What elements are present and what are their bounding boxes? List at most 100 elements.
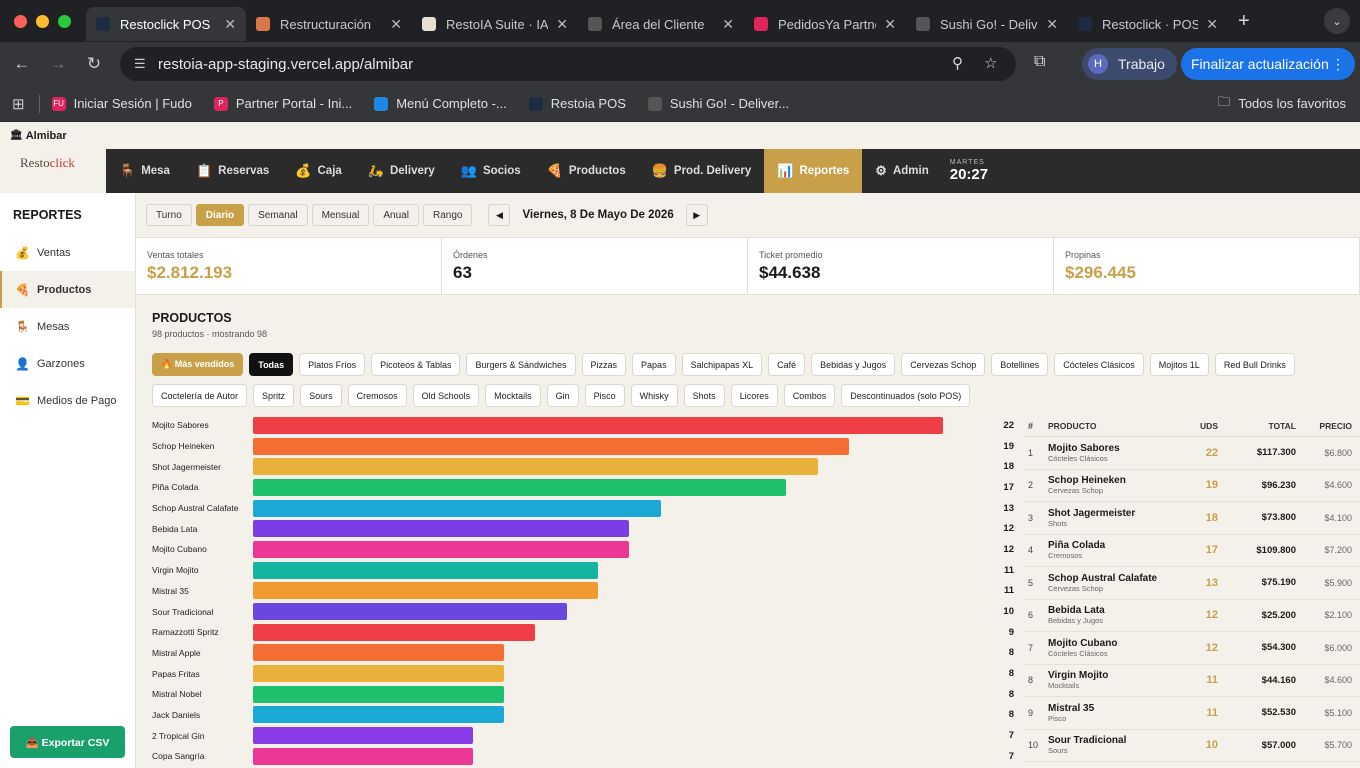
bookmark-item[interactable]: Menú Completo -... — [374, 96, 507, 111]
filter-chip[interactable]: Papas — [632, 353, 676, 376]
zoom-icon[interactable]: ⚲ — [952, 55, 963, 72]
reload-icon[interactable]: ↻ — [86, 54, 102, 73]
filter-chip[interactable]: Salchipapas XL — [681, 353, 763, 376]
forward-icon[interactable]: → — [49, 54, 67, 73]
nav-item-mesa[interactable]: 🪑 Mesa — [106, 149, 183, 193]
filter-chip[interactable]: Cervezas Schop — [901, 353, 986, 376]
sidebar-item-mesas[interactable]: 🪑 Mesas — [0, 308, 135, 345]
filter-chip[interactable]: Botellines — [991, 353, 1049, 376]
nav-item-reservas[interactable]: 📋 Reservas — [183, 149, 282, 193]
filter-chip[interactable]: Descontinuados (solo POS) — [841, 384, 971, 407]
back-icon[interactable]: ← — [13, 54, 31, 73]
filter-chip[interactable]: Mojitos 1L — [1149, 353, 1209, 376]
browser-tab[interactable]: Restoclick POS ✕ — [86, 7, 246, 41]
filter-chip[interactable]: Bebidas y Jugos — [811, 353, 896, 376]
bar[interactable] — [253, 499, 661, 517]
browser-tab[interactable]: Sushi Go! - Deliv ✕ — [906, 7, 1068, 41]
bar[interactable] — [253, 520, 630, 538]
bar[interactable] — [253, 685, 504, 703]
browser-tab[interactable]: RestoIA Suite · IA ✕ — [412, 7, 578, 41]
filter-chip[interactable]: Licores — [730, 384, 778, 407]
maximize-window-button[interactable] — [58, 14, 71, 28]
table-row[interactable]: 4 Piña Colada Cremosos 17 $109.800 $7.200 — [1024, 535, 1360, 567]
browser-tab[interactable]: Área del Cliente ✕ — [578, 7, 744, 41]
filter-chip[interactable]: Shots — [683, 384, 725, 407]
all-bookmarks[interactable]: 🗀 Todos los favoritos — [1217, 93, 1346, 115]
profile-button[interactable]: H Trabajo — [1082, 48, 1177, 80]
new-tab-button[interactable]: + — [1238, 9, 1250, 32]
filter-chip[interactable]: Gin — [546, 384, 579, 407]
export-csv-button[interactable]: 📤 Exportar CSV — [10, 726, 125, 758]
extensions-icon[interactable]: ⧉ — [1034, 53, 1046, 70]
bookmark-item[interactable]: Restoia POS — [528, 96, 626, 111]
filter-chip[interactable]: Cremosos — [347, 384, 407, 407]
nav-item-caja[interactable]: 💰 Caja — [282, 149, 354, 193]
period-button-diario[interactable]: Diario — [195, 204, 245, 226]
filter-chip[interactable]: Red Bull Drinks — [1214, 353, 1295, 376]
table-row[interactable]: 7 Mojito Cubano Cócteles Clásicos 12 $54.300… — [1024, 632, 1360, 665]
bookmark-item[interactable]: FU Iniciar Sesión | Fudo — [51, 96, 192, 111]
update-button[interactable]: Finalizar actualización ⋮ — [1181, 48, 1355, 80]
tab-search-button[interactable]: ⌄ — [1324, 8, 1350, 34]
bar[interactable] — [253, 437, 849, 455]
filter-chip[interactable]: Mocktails — [485, 384, 541, 407]
close-window-button[interactable] — [14, 14, 27, 28]
filter-chip[interactable]: Old Schools — [412, 384, 480, 407]
filter-chip[interactable]: Combos — [783, 384, 836, 407]
apps-grid-icon[interactable]: ⊞ — [12, 95, 25, 113]
filter-chip[interactable]: Todas — [249, 353, 294, 376]
bookmark-star-icon[interactable]: ☆ — [984, 55, 998, 72]
browser-tab[interactable]: PedidosYa Partner ✕ — [744, 7, 906, 41]
url-text[interactable]: restoia-app-staging.vercel.app/almibar — [158, 55, 414, 73]
sidebar-item-garzones[interactable]: 👤 Garzones — [0, 345, 135, 382]
period-button-turno[interactable]: Turno — [146, 204, 192, 226]
period-button-rango[interactable]: Rango — [422, 204, 473, 226]
close-tab-icon[interactable]: ✕ — [556, 15, 568, 32]
sidebar-item-medios-de-pago[interactable]: 💳 Medios de Pago — [0, 382, 135, 419]
filter-chip[interactable]: Café — [768, 353, 806, 376]
bookmark-item[interactable]: Sushi Go! - Deliver... — [647, 96, 789, 111]
table-row[interactable]: 10 Sour Tradicional Sours 10 $57.000 $5.700 — [1024, 730, 1360, 762]
browser-tab[interactable]: Restructuración ✕ — [246, 7, 412, 41]
period-button-mensual[interactable]: Mensual — [311, 204, 370, 226]
bar[interactable] — [253, 540, 630, 558]
nav-item-delivery[interactable]: 🛵 Delivery — [355, 149, 448, 193]
bar[interactable] — [253, 665, 504, 683]
filter-chip[interactable]: 🔥 Más vendidos — [152, 353, 244, 376]
nav-item-reportes[interactable]: 📊 Reportes — [764, 149, 863, 193]
filter-chip[interactable]: Platos Fríos — [299, 353, 366, 376]
next-date-button[interactable]: ▶ — [685, 204, 708, 226]
nav-item-prod-delivery[interactable]: 🍔 Prod. Delivery — [639, 149, 765, 193]
sidebar-item-ventas[interactable]: 💰 Ventas — [0, 234, 135, 271]
filter-chip[interactable]: Burgers & Sándwiches — [466, 353, 576, 376]
table-row[interactable]: 5 Schop Austral Calafate Cervezas Schop 13 $… — [1024, 567, 1360, 600]
filter-chip[interactable]: Coctelería de Autor — [152, 384, 248, 407]
bar[interactable] — [253, 747, 473, 765]
browser-tab[interactable]: Restoclick · POS ✕ — [1068, 7, 1228, 41]
nav-item-productos[interactable]: 🍕 Productos — [534, 149, 639, 193]
table-row[interactable]: 6 Bebida Lata Bebidas y Jugos 12 $25.200 $2.1… — [1024, 600, 1360, 632]
bar[interactable] — [253, 416, 943, 434]
minimize-window-button[interactable] — [36, 14, 49, 28]
nav-item-socios[interactable]: 👥 Socios — [448, 149, 534, 193]
bar[interactable] — [253, 644, 504, 662]
bar[interactable] — [253, 727, 473, 745]
filter-chip[interactable]: Picoteos & Tablas — [371, 353, 461, 376]
close-tab-icon[interactable]: ✕ — [1046, 15, 1058, 32]
bar[interactable] — [253, 458, 818, 476]
filter-chip[interactable]: Sours — [300, 384, 342, 407]
bar[interactable] — [253, 561, 598, 579]
close-tab-icon[interactable]: ✕ — [390, 15, 402, 32]
table-row[interactable]: 3 Shot Jagermeister Shots 18 $73.800 $4.100 — [1024, 502, 1360, 535]
more-menu-icon[interactable]: ⋮ — [1331, 55, 1345, 72]
filter-chip[interactable]: Spritz — [253, 384, 295, 407]
bookmark-item[interactable]: P Partner Portal - Ini... — [213, 96, 352, 111]
table-row[interactable]: 9 Mistral 35 Pisco 11 $52.530 $5.100 — [1024, 697, 1360, 730]
close-tab-icon[interactable]: ✕ — [1206, 15, 1218, 32]
table-row[interactable]: 1 Mojito Sabores Cócteles Clásicos 22 $117.3… — [1024, 437, 1360, 470]
period-button-semanal[interactable]: Semanal — [248, 204, 308, 226]
bar[interactable] — [253, 623, 536, 641]
close-tab-icon[interactable]: ✕ — [722, 15, 734, 32]
sidebar-item-productos[interactable]: 🍕 Productos — [0, 271, 135, 308]
app-logo[interactable]: Resto click — [0, 149, 106, 193]
